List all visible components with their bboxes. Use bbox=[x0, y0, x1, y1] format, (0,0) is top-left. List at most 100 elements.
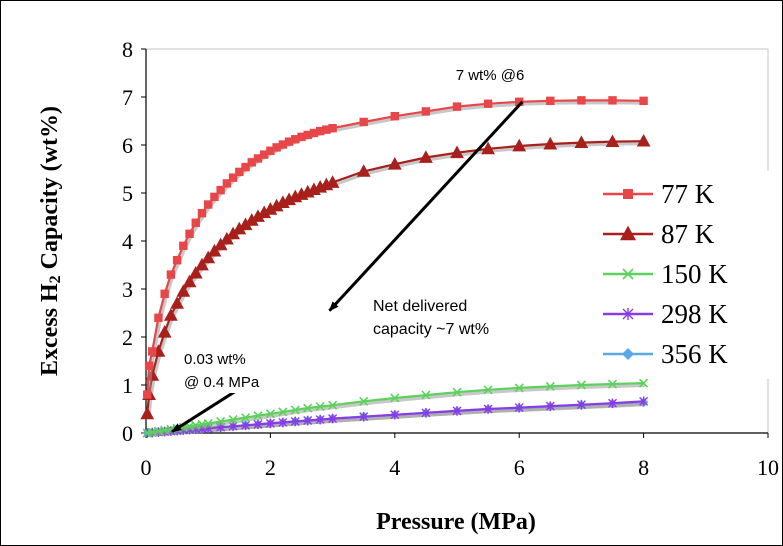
low-annotation: 0.03 wt% @ 0.4 MPa bbox=[179, 347, 291, 393]
legend-item: 77 K bbox=[603, 179, 715, 209]
data-point bbox=[543, 136, 558, 150]
x-tick-label: 10 bbox=[757, 455, 779, 480]
x-tick-label: 0 bbox=[141, 455, 152, 480]
data-point bbox=[328, 124, 337, 133]
data-point bbox=[577, 96, 586, 105]
data-point bbox=[257, 205, 272, 219]
y-tick-label: 4 bbox=[122, 229, 133, 254]
data-point bbox=[278, 140, 288, 149]
data-point bbox=[419, 150, 433, 163]
data-point bbox=[291, 135, 300, 144]
mid-annotation: Net delivered capacity ~7 wt% bbox=[369, 293, 555, 341]
legend: 77 K 87 K 150 K 298 K 356 K bbox=[597, 171, 773, 379]
data-point bbox=[608, 96, 617, 105]
data-point bbox=[421, 390, 431, 400]
data-point bbox=[309, 128, 319, 138]
y-tick-label: 0 bbox=[122, 421, 133, 446]
data-point bbox=[622, 348, 634, 360]
x-tick-label: 8 bbox=[638, 455, 649, 480]
data-point bbox=[253, 419, 263, 430]
data-point bbox=[226, 226, 240, 240]
data-point bbox=[639, 378, 649, 388]
data-point bbox=[639, 396, 649, 407]
data-point bbox=[191, 218, 200, 227]
data-point bbox=[144, 361, 154, 370]
data-point bbox=[328, 400, 338, 410]
series-87k bbox=[140, 133, 651, 420]
low-annotation-line-1: 0.03 wt% bbox=[184, 351, 246, 368]
data-point bbox=[481, 141, 495, 155]
data-point bbox=[545, 401, 555, 411]
data-point bbox=[197, 208, 207, 218]
data-point bbox=[259, 150, 269, 159]
data-point bbox=[390, 409, 400, 420]
data-point bbox=[251, 209, 265, 222]
data-point bbox=[157, 325, 172, 338]
data-point bbox=[172, 256, 182, 265]
data-point bbox=[607, 379, 618, 389]
data-point bbox=[390, 393, 400, 403]
data-point bbox=[179, 241, 188, 250]
low-annotation-line-2: @ 0.4 MPa bbox=[184, 374, 260, 391]
y-tick-label: 5 bbox=[122, 181, 133, 206]
data-point bbox=[387, 157, 402, 170]
data-point bbox=[356, 164, 371, 177]
data-point bbox=[452, 102, 462, 111]
series-298k bbox=[142, 396, 649, 438]
data-point bbox=[266, 146, 275, 155]
legend-label: 356 K bbox=[661, 339, 728, 369]
legend-item: 87 K bbox=[603, 219, 715, 249]
data-point bbox=[148, 347, 157, 356]
data-point bbox=[359, 411, 369, 422]
x-tick-label: 6 bbox=[514, 455, 525, 480]
data-point bbox=[450, 145, 464, 159]
legend-label: 77 K bbox=[661, 179, 715, 209]
data-point bbox=[203, 418, 213, 428]
data-point bbox=[639, 96, 648, 106]
data-point bbox=[303, 403, 313, 413]
data-point bbox=[483, 99, 493, 108]
data-point bbox=[204, 200, 213, 209]
legend-label: 87 K bbox=[661, 219, 715, 249]
mid-annotation-line-1: Net delivered bbox=[373, 298, 467, 315]
data-point bbox=[247, 158, 256, 167]
data-point bbox=[216, 416, 226, 427]
data-point bbox=[515, 97, 524, 106]
data-point bbox=[143, 390, 152, 399]
mid-annotation-line-2: capacity ~7 wt% bbox=[373, 321, 489, 338]
data-point bbox=[241, 420, 251, 431]
y-tick-label: 2 bbox=[122, 325, 133, 350]
data-point bbox=[272, 143, 281, 152]
data-point bbox=[216, 185, 225, 195]
data-point bbox=[322, 125, 331, 134]
data-point bbox=[622, 308, 634, 320]
data-point bbox=[315, 414, 325, 425]
legend-item: 150 K bbox=[603, 259, 728, 289]
data-point bbox=[182, 274, 197, 288]
y-tick-label: 6 bbox=[122, 133, 133, 158]
legend-label: 150 K bbox=[661, 259, 728, 289]
data-point bbox=[452, 387, 462, 397]
data-point bbox=[315, 126, 325, 136]
data-point bbox=[390, 112, 399, 121]
data-point bbox=[545, 381, 555, 392]
data-point bbox=[608, 398, 617, 409]
data-point bbox=[359, 117, 368, 127]
data-point bbox=[284, 137, 294, 146]
data-point bbox=[546, 96, 555, 106]
data-point bbox=[163, 308, 178, 321]
data-point bbox=[244, 213, 259, 226]
y-tick-label: 7 bbox=[122, 85, 133, 110]
data-point bbox=[636, 133, 651, 147]
data-point bbox=[166, 270, 176, 279]
series-77k bbox=[143, 96, 648, 399]
legend-item: 298 K bbox=[603, 299, 728, 329]
data-point bbox=[325, 175, 340, 188]
data-point bbox=[195, 257, 209, 271]
x-tick-label: 4 bbox=[389, 455, 400, 480]
data-point bbox=[303, 130, 312, 140]
data-point bbox=[514, 402, 524, 413]
data-point bbox=[574, 135, 589, 148]
